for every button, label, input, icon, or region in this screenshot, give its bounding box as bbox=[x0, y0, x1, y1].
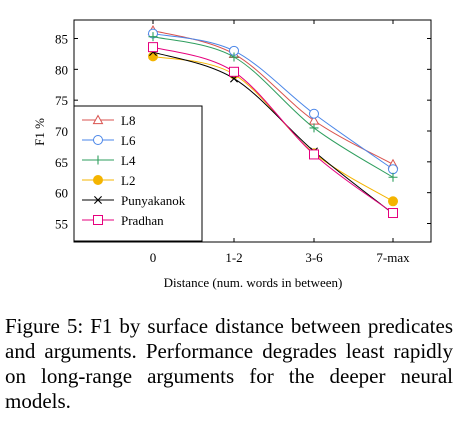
y-axis-label: F1 % bbox=[32, 118, 47, 146]
legend-item-punyakanok: Punyakanok bbox=[82, 193, 186, 208]
y-tick-label: 85 bbox=[55, 32, 68, 47]
circle-marker bbox=[388, 164, 398, 175]
filled-circle-marker bbox=[93, 175, 103, 185]
y-tick-label: 70 bbox=[55, 124, 68, 139]
legend-label: L2 bbox=[121, 173, 135, 188]
y-tick-label: 55 bbox=[55, 217, 68, 232]
x-axis-label: Distance (num. words in between) bbox=[164, 275, 343, 290]
triangle-marker bbox=[92, 114, 104, 125]
legend-label: L4 bbox=[121, 153, 136, 168]
filled-circle-marker bbox=[388, 196, 398, 207]
square-marker bbox=[388, 208, 398, 219]
legend-item-l4: L4 bbox=[82, 153, 136, 168]
x-tick-label: 7-max bbox=[376, 250, 410, 265]
chart-legend: L8 L6 L4 L2 Punyakanok Pradhan bbox=[73, 105, 203, 242]
y-tick-label: 80 bbox=[55, 62, 68, 77]
series-line-punyakanok bbox=[152, 51, 394, 215]
x-tick-label: 1-2 bbox=[225, 250, 242, 265]
y-tick-label: 60 bbox=[55, 186, 68, 201]
legend-item-pradhan: Pradhan bbox=[82, 213, 164, 228]
y-tick-label: 75 bbox=[55, 93, 68, 108]
series-line-pradhan bbox=[152, 46, 394, 214]
x-tick-label: 0 bbox=[150, 250, 157, 265]
circle-marker bbox=[93, 135, 103, 145]
legend-item-l8: L8 bbox=[82, 113, 135, 128]
x-tick-label: 3-6 bbox=[305, 250, 323, 265]
square-marker bbox=[148, 42, 158, 53]
legend-item-l6: L6 bbox=[82, 133, 136, 148]
legend-label: Pradhan bbox=[121, 213, 164, 228]
circle-marker bbox=[309, 108, 319, 119]
series-lines bbox=[147, 24, 399, 219]
series-line-l2 bbox=[152, 55, 394, 202]
square-marker bbox=[229, 66, 239, 77]
plus-marker bbox=[93, 155, 103, 165]
plus-marker bbox=[388, 172, 398, 182]
square-marker bbox=[309, 149, 319, 160]
plus-marker bbox=[148, 32, 158, 42]
line-chart: 55 60 65 70 75 80 85 0 1-2 3-6 7-max L8 L6 L4 L2 Punya… bbox=[32, 19, 432, 290]
series-line-l6 bbox=[152, 33, 394, 170]
figure-caption: Figure 5: F1 by surface distance between… bbox=[5, 314, 453, 413]
y-tick-label: 65 bbox=[55, 155, 68, 170]
series-l4 bbox=[148, 32, 398, 182]
legend-item-l2: L2 bbox=[82, 173, 135, 188]
legend-label: L6 bbox=[121, 133, 136, 148]
legend-label: Punyakanok bbox=[121, 193, 186, 208]
legend-label: L8 bbox=[121, 113, 135, 128]
x-marker bbox=[94, 196, 102, 204]
plus-marker bbox=[229, 52, 239, 62]
series-pradhan bbox=[148, 42, 398, 219]
series-line-l4 bbox=[152, 36, 394, 178]
plus-marker bbox=[309, 123, 319, 133]
square-marker bbox=[93, 215, 103, 225]
